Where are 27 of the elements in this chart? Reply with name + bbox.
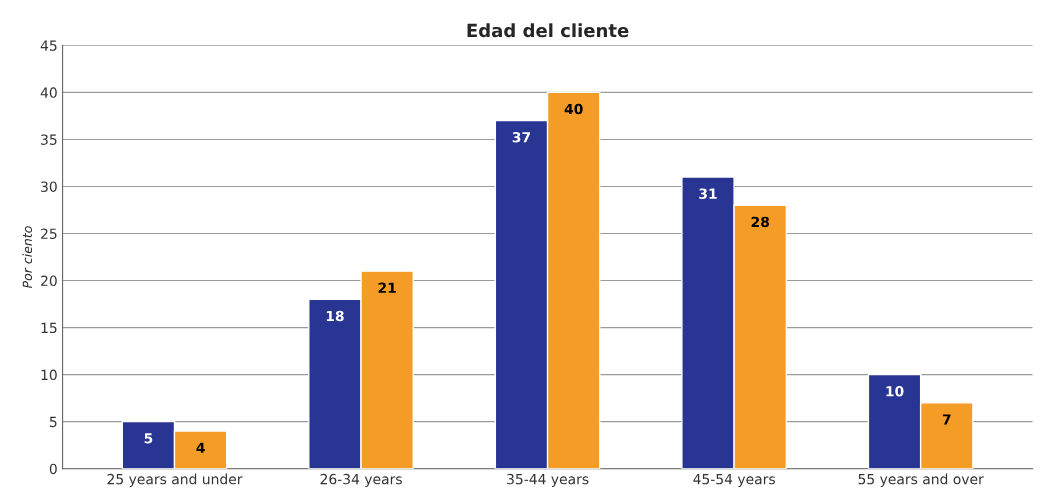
x-tick-label: 45-54 years [693, 474, 775, 488]
y-tick-label: 0 [49, 463, 57, 475]
y-axis-title: Por ciento [22, 226, 33, 289]
y-tick-label: 45 [40, 40, 57, 51]
y-tick-label: 5 [49, 416, 57, 428]
x-tick-label: 55 years and over [858, 473, 984, 488]
data-label: 40 [564, 103, 583, 115]
x-tick-label: 35-44 years [507, 473, 589, 488]
data-label: 18 [326, 310, 344, 322]
data-label: 7 [942, 414, 951, 425]
data-label: 37 [512, 131, 531, 143]
data-label: 31 [699, 188, 717, 199]
chart-title: Edad del cliente [467, 23, 629, 38]
y-tick-label: 30 [41, 181, 57, 192]
data-label: 5 [144, 433, 153, 444]
x-tick-label: 25 years and under [107, 473, 243, 488]
y-tick-label: 40 [40, 87, 57, 98]
y-tick-label: 15 [41, 322, 57, 334]
data-label: 28 [751, 216, 770, 228]
y-tick-label: 25 [41, 228, 57, 239]
y-tick-label: 20 [41, 275, 57, 287]
data-label: 10 [886, 386, 904, 397]
y-tick-label: 35 [41, 134, 57, 145]
x-tick-label: 26-34 years [320, 473, 402, 488]
data-label: 4 [196, 442, 205, 453]
data-label: 21 [378, 282, 396, 293]
y-tick-label: 10 [41, 369, 57, 381]
